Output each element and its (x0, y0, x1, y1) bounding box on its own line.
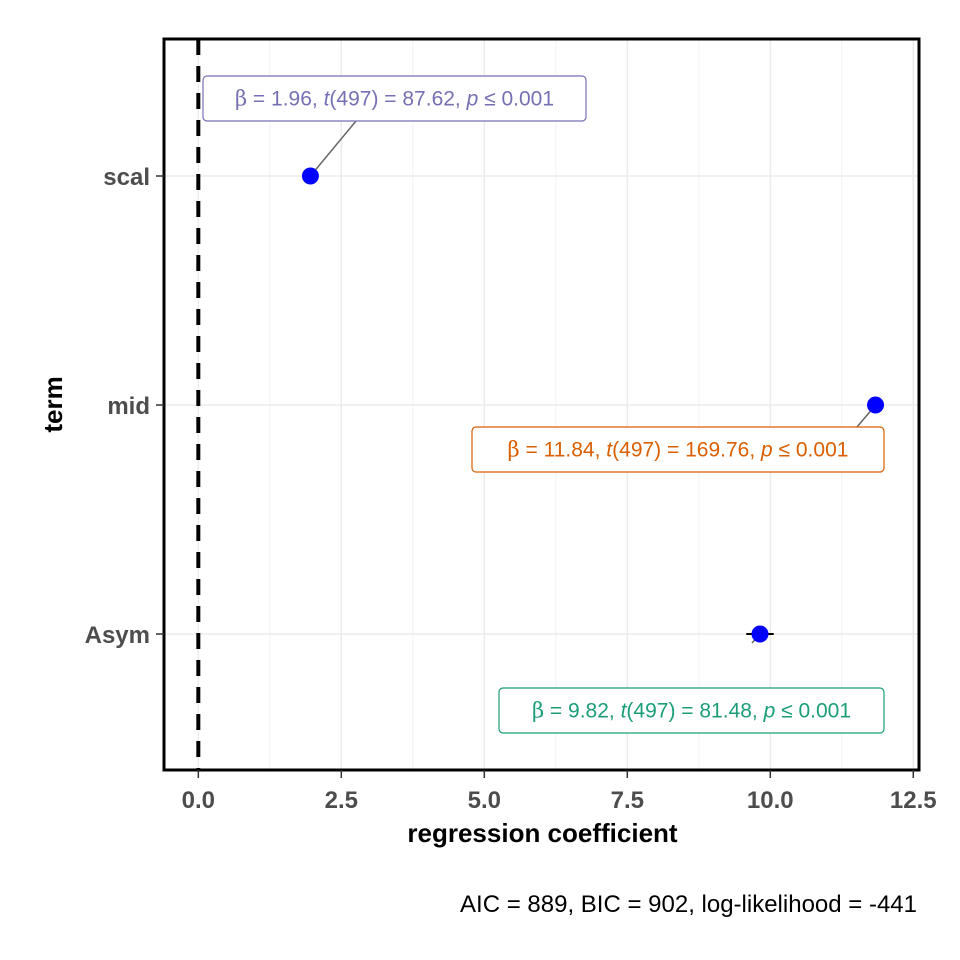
label-text: β = 1.96, t(497) = 87.62, p ≤ 0.001 (235, 87, 554, 111)
label-leader-lines (309, 120, 877, 644)
x-tick-label: 7.5 (611, 787, 644, 814)
label-leader-line (309, 120, 357, 177)
label-text: β = 11.84, t(497) = 169.76, p ≤ 0.001 (508, 438, 849, 462)
coefficient-point (301, 167, 319, 185)
model-fit-caption: AIC = 889, BIC = 902, log-likelihood = -… (460, 891, 917, 918)
x-axis-title: regression coefficient (407, 818, 678, 848)
coefficient-point (751, 625, 769, 643)
coefficient-label: β = 11.84, t(497) = 169.76, p ≤ 0.001 (471, 426, 885, 473)
label-box (498, 687, 885, 734)
label-text: β = 9.82, t(497) = 81.48, p ≤ 0.001 (532, 699, 851, 723)
label-box (471, 426, 885, 473)
coefficient-label: β = 9.82, t(497) = 81.48, p ≤ 0.001 (498, 687, 885, 734)
y-axis-ticks: scal mid Asym (85, 164, 164, 649)
x-tick-label: 2.5 (325, 787, 358, 814)
y-tick-label: mid (107, 393, 150, 420)
x-tick-label: 5.0 (468, 787, 501, 814)
y-axis-title: term (38, 376, 68, 432)
x-axis-ticks: 0.0 2.5 5.0 7.5 10.0 12.5 (182, 770, 937, 814)
x-tick-label: 10.0 (747, 787, 794, 814)
x-tick-label: 0.0 (182, 787, 215, 814)
label-box (202, 75, 587, 122)
y-tick-label: Asym (85, 622, 150, 649)
major-gridlines (164, 39, 919, 770)
x-tick-label: 12.5 (890, 787, 937, 814)
coefficient-labels: β = 1.96, t(497) = 87.62, p ≤ 0.001 β = 1… (202, 75, 885, 734)
coefficient-point (867, 396, 885, 414)
coefficient-label: β = 1.96, t(497) = 87.62, p ≤ 0.001 (202, 75, 587, 122)
y-tick-label: scal (103, 164, 150, 191)
coefficient-points (301, 167, 885, 643)
